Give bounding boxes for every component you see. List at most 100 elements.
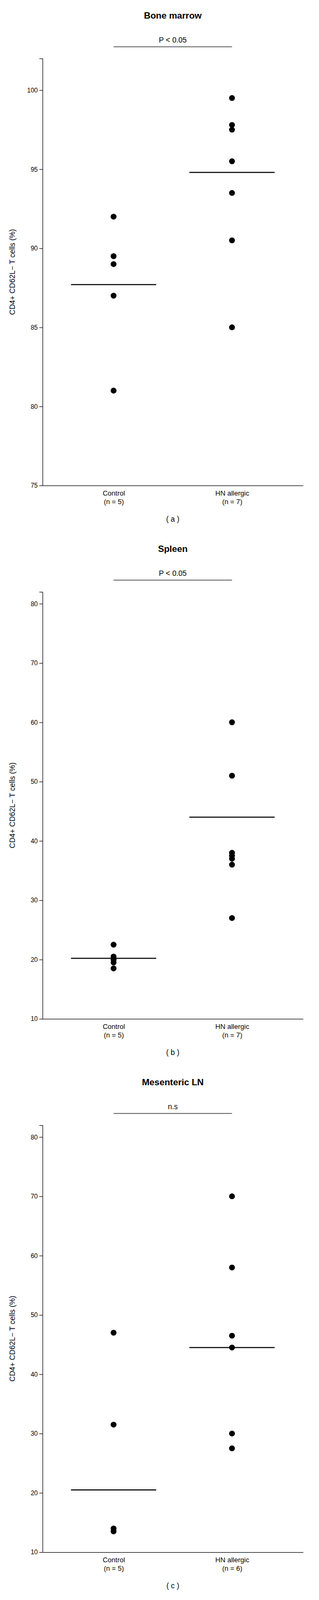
group	[110, 213, 117, 394]
y-tick: 80	[30, 403, 43, 411]
y-tick-mark	[39, 840, 43, 842]
x-tick: HN allergic(n = 7)	[215, 1022, 250, 1039]
dot	[229, 189, 235, 196]
x-tick-label-line: (n = 6)	[222, 1564, 243, 1573]
dot	[110, 1329, 117, 1336]
x-tick-label-line: Control	[102, 1022, 125, 1031]
dot	[229, 861, 235, 868]
y-tick: 90	[30, 244, 43, 253]
y-tick-label: 40	[30, 837, 39, 845]
title: Mesenteric LN	[141, 1077, 204, 1088]
y-tick: 30	[30, 896, 43, 904]
y-tick-label: 30	[30, 1429, 39, 1438]
group	[229, 95, 235, 331]
group	[110, 941, 117, 972]
dot	[110, 253, 117, 259]
dot	[110, 261, 117, 267]
y-tick-mark	[39, 89, 43, 91]
y-tick: 80	[30, 600, 43, 608]
y-tick: 70	[30, 659, 43, 667]
x-tick-label: Control(n = 5)	[102, 489, 125, 506]
y-tick: 80	[30, 1133, 43, 1141]
dot	[229, 1264, 235, 1271]
bracket	[113, 1112, 233, 1114]
y-tick-label: 20	[30, 1489, 39, 1497]
y-tick: 60	[30, 718, 43, 727]
x-tick: Control(n = 5)	[102, 489, 125, 506]
y-axis-line	[39, 1125, 44, 1553]
y-tick-mark	[39, 169, 43, 170]
y-tick: 50	[30, 777, 43, 786]
panel: 1020304050607080Control(n = 5)HN allergi…	[7, 543, 304, 1057]
y-tick-mark	[39, 1492, 43, 1493]
y-tick: 70	[30, 1192, 43, 1200]
y-tick-label: 70	[30, 659, 39, 667]
y-axis: 1020304050607080	[30, 592, 44, 1023]
dot	[110, 292, 117, 299]
dot	[110, 1421, 117, 1428]
mean-line	[70, 957, 156, 959]
x-tick-label-line: (n = 5)	[103, 1564, 124, 1573]
y-tick: 40	[30, 1370, 43, 1379]
y-tick-label: 50	[30, 777, 39, 786]
x-tick: Control(n = 5)	[102, 1555, 125, 1573]
y-tick: 40	[30, 837, 43, 845]
marks	[70, 1193, 275, 1534]
x-tick-label: Control(n = 5)	[102, 1022, 125, 1039]
dot	[229, 849, 235, 856]
x-tick-label: Control(n = 5)	[102, 1555, 125, 1573]
x-tick-label-line: (n = 5)	[103, 1030, 124, 1039]
x-axis: Control(n = 5) HN allergic(n = 7)	[43, 1019, 304, 1039]
y-tick-label: 100	[27, 86, 38, 95]
group	[229, 1193, 235, 1451]
x-axis: Control(n = 5)HN allergic(n = 6)	[43, 1552, 304, 1573]
y-tick-label: 30	[30, 896, 39, 904]
y-tick: 75	[30, 481, 43, 490]
mean-line	[189, 1346, 275, 1348]
marks	[70, 719, 275, 972]
means	[70, 1347, 275, 1490]
y-tick-mark	[39, 1314, 43, 1316]
y-tick-mark	[39, 1018, 43, 1020]
dot	[229, 1193, 235, 1199]
dot	[110, 965, 117, 972]
dot	[229, 121, 235, 128]
y-label: CD4+ CD62L− T cells (%)	[7, 229, 17, 315]
y-tick-label: 40	[30, 1370, 39, 1379]
x-tick-label: HN allergic(n = 7)	[215, 1022, 250, 1039]
dot	[229, 1332, 235, 1339]
y-tick-mark	[39, 1551, 43, 1553]
x-tick-label-line: Control	[102, 1555, 125, 1564]
y-tick-label: 95	[30, 165, 39, 174]
x-tick-label: HN allergic(n = 7)	[215, 489, 250, 506]
mean-line	[189, 171, 275, 173]
x-axis: Control(n = 5) HN allergic(n = 7)	[43, 485, 304, 506]
y-tick-label: 60	[30, 1252, 39, 1260]
x-tick-label-line: HN allergic	[215, 489, 250, 498]
y-tick-mark	[39, 662, 43, 664]
annotation: n.s	[168, 1102, 179, 1111]
means	[70, 172, 275, 285]
y-tick-mark	[39, 1373, 43, 1375]
dot	[110, 213, 117, 220]
x-axis-line	[43, 1551, 304, 1553]
y-tick-label: 10	[30, 1548, 39, 1556]
marks	[70, 95, 275, 394]
dot	[229, 237, 235, 244]
y-tick-label: 90	[30, 244, 39, 253]
y-axis-line	[39, 59, 44, 486]
y-tick-mark	[39, 406, 43, 407]
annotation: P < 0.05	[158, 35, 188, 45]
x-tick: HN allergic(n = 7)	[215, 489, 250, 506]
x-axis-line	[43, 1018, 304, 1020]
group	[229, 719, 235, 921]
dot	[229, 914, 235, 921]
y-tick-label: 70	[30, 1192, 39, 1200]
x-tick-label-line: Control	[102, 489, 125, 498]
title: Spleen	[157, 543, 188, 554]
dot	[229, 772, 235, 779]
x-tick: Control(n = 5)	[102, 1022, 125, 1039]
y-label: CD4+ CD62L− T cells (%)	[7, 762, 17, 849]
y-tick: 10	[30, 1014, 43, 1023]
dot	[229, 158, 235, 165]
